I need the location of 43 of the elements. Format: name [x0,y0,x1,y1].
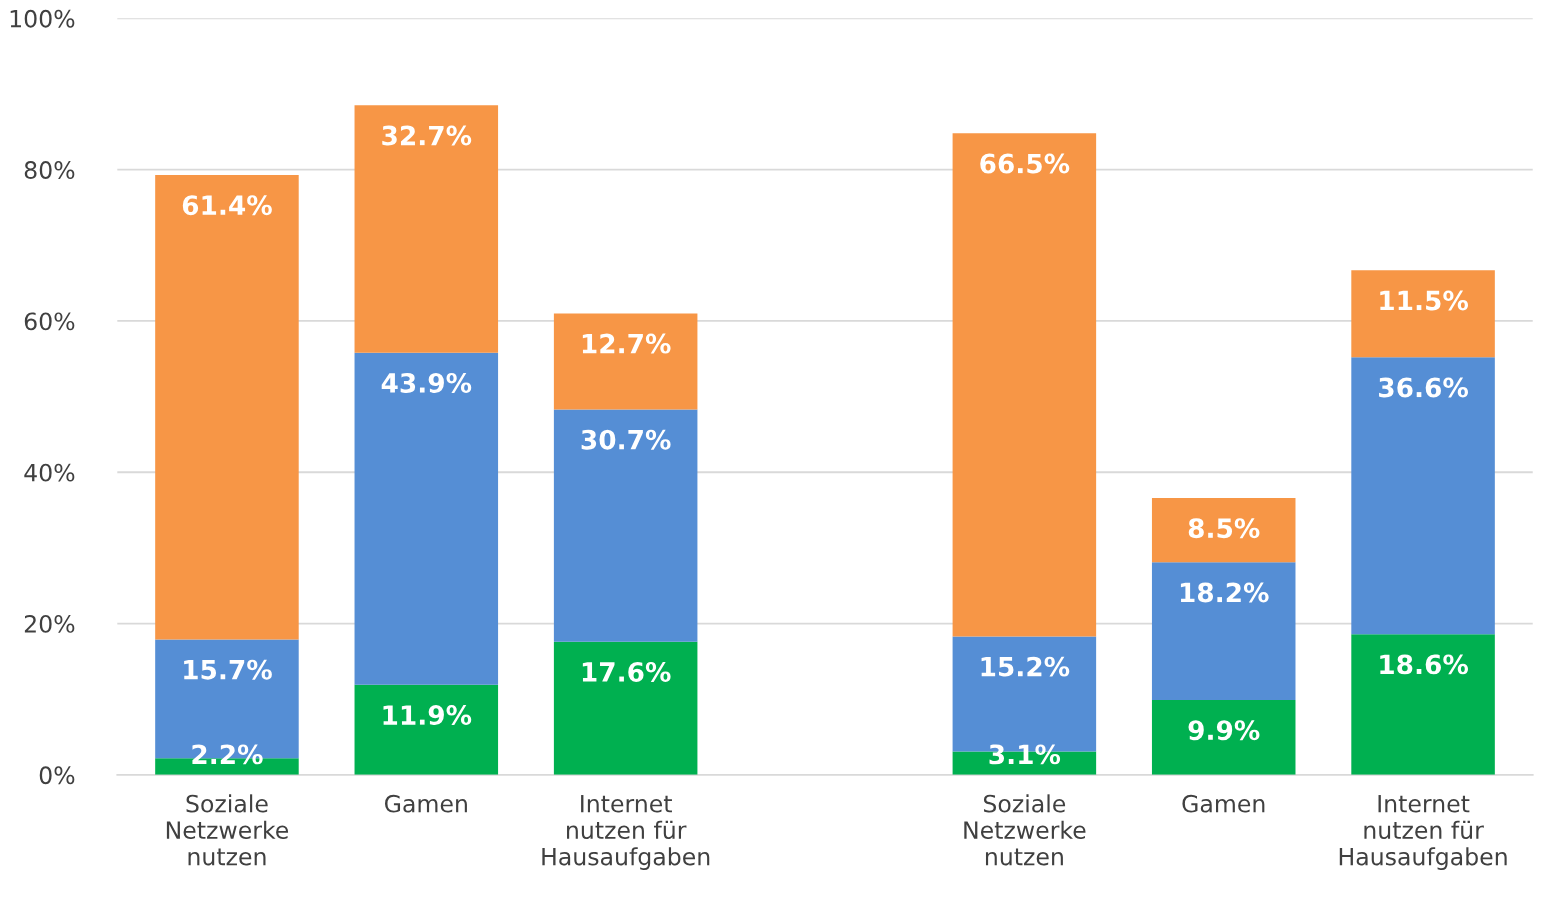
y-tick-label: 60% [24,312,75,331]
y-tick-label: 100% [10,9,75,28]
bar [952,133,1097,637]
bar [553,409,698,642]
data-label: 9.9% [1188,720,1260,741]
data-label: 8.5% [1188,518,1260,539]
y-tick-label: 0% [39,766,75,785]
data-label: 18.2% [1180,582,1269,603]
data-label: 15.2% [981,656,1070,677]
y-tick-label: 80% [24,161,75,179]
data-label: 61.4% [182,195,272,216]
x-tick-label: Internet nutzen für Hausaufgaben [1339,795,1507,871]
bar [553,313,698,410]
bar [1151,497,1296,563]
x-tick-label: Soziale Netzwerke nutzen [964,794,1086,866]
data-label: 43.9% [381,372,472,393]
data-label: 11.9% [383,705,472,726]
data-label: 32.7% [382,125,472,146]
bar [1351,357,1495,635]
data-label: 11.5% [1380,290,1469,311]
y-tick-label: 40% [24,463,75,482]
bar [553,641,698,775]
bar [1351,270,1495,358]
data-label: 66.5% [980,153,1070,174]
data-label: 18.6% [1380,654,1469,675]
data-label: 12.7% [582,333,671,354]
x-tick-label: Gamen [385,794,467,813]
bar [354,352,499,685]
x-tick-label: Internet nutzen für Hausaufgaben [542,795,710,871]
bar [155,174,299,640]
data-label: 15.7% [184,659,272,680]
data-label: 3.1% [989,744,1061,765]
bar [1151,562,1296,700]
data-label: 36.6% [1379,377,1469,398]
bar [1351,634,1495,775]
y-tick-label: 20% [24,615,75,633]
data-label: 30.7% [581,429,671,450]
bar [1151,699,1296,775]
bar [354,684,499,775]
x-tick-label: Gamen [1182,794,1265,813]
x-tick-label: Soziale Netzwerke nutzen [166,794,289,866]
bar [354,105,499,353]
data-label: 17.6% [582,661,671,682]
